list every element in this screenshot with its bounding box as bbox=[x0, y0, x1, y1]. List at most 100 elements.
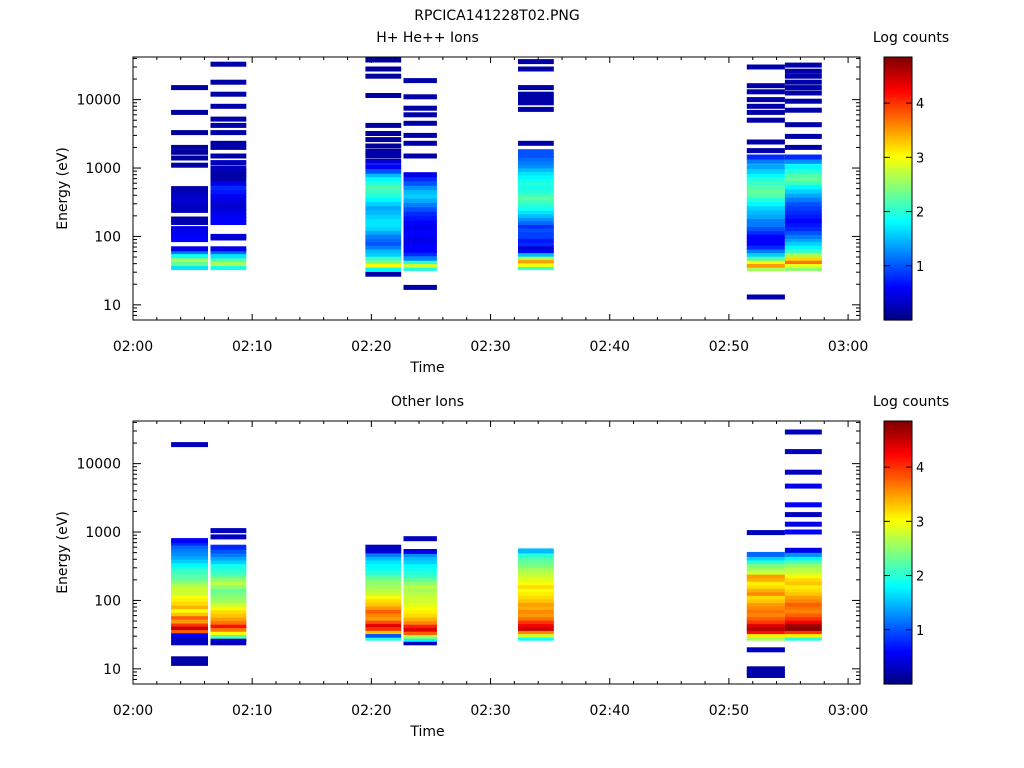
colorbar-segment bbox=[884, 149, 912, 152]
colorbar-tick-label: 2 bbox=[916, 206, 924, 221]
colorbar-segment bbox=[884, 646, 912, 650]
colorbar-segment bbox=[884, 276, 912, 279]
heatmap-cell bbox=[403, 255, 437, 261]
heatmap-cell bbox=[365, 158, 402, 164]
colorbar-segment bbox=[884, 155, 912, 159]
colorbar-segment bbox=[884, 289, 912, 293]
y-tick-label: 100 bbox=[94, 593, 121, 609]
heatmap-cell bbox=[746, 604, 785, 610]
colorbar-segment bbox=[884, 263, 912, 266]
heatmap-cell bbox=[365, 629, 402, 635]
heatmap-cell bbox=[403, 630, 437, 635]
heatmap-cell bbox=[518, 635, 554, 641]
heatmap-cell bbox=[171, 614, 208, 620]
colorbar-tick-label: 2 bbox=[916, 570, 924, 585]
heatmap-cell bbox=[746, 587, 785, 593]
heatmap-cell bbox=[365, 226, 402, 232]
heatmap-cell bbox=[784, 68, 822, 74]
heatmap-cell bbox=[784, 209, 822, 215]
colorbar-tick-label: 1 bbox=[916, 260, 924, 275]
colorbar-segment bbox=[884, 458, 912, 462]
heatmap-cell bbox=[518, 66, 554, 72]
heatmap-cell bbox=[746, 240, 785, 246]
colorbar-label: Log counts bbox=[873, 30, 949, 46]
heatmap-cell bbox=[403, 623, 437, 628]
colorbar-segment bbox=[884, 534, 912, 538]
heatmap-cell bbox=[403, 153, 437, 159]
heatmap-cell bbox=[746, 180, 785, 186]
heatmap-cell bbox=[784, 569, 822, 575]
colorbar-segment bbox=[884, 111, 912, 115]
heatmap-cell bbox=[171, 231, 208, 237]
colorbar-segment bbox=[884, 442, 912, 446]
heatmap-cell bbox=[171, 572, 208, 578]
colorbar-segment bbox=[884, 157, 912, 161]
colorbar-segment bbox=[884, 453, 912, 457]
heatmap-cell bbox=[210, 249, 247, 255]
heatmap-cell bbox=[403, 587, 437, 593]
heatmap-cell bbox=[365, 172, 402, 178]
heatmap-cell bbox=[365, 612, 402, 618]
colorbar-segment bbox=[884, 153, 912, 157]
heatmap-cell bbox=[518, 152, 554, 158]
spectrogram-column bbox=[403, 536, 437, 646]
heatmap-cell bbox=[518, 198, 554, 204]
heatmap-cell bbox=[403, 176, 437, 182]
x-tick-label: 02:40 bbox=[590, 703, 630, 719]
colorbar-segment bbox=[884, 611, 912, 615]
heatmap-cell bbox=[746, 573, 785, 579]
heatmap-cell bbox=[365, 562, 402, 568]
heatmap-cell bbox=[171, 198, 208, 204]
heatmap-cell bbox=[518, 140, 554, 146]
colorbar-segment bbox=[884, 278, 912, 282]
colorbar-segment bbox=[884, 445, 912, 448]
heatmap-cell bbox=[746, 594, 785, 600]
heatmap-cell bbox=[365, 214, 402, 220]
heatmap-cell bbox=[784, 172, 822, 178]
heatmap-cell bbox=[210, 176, 247, 182]
heatmap-cell bbox=[210, 205, 247, 211]
heatmap-cell bbox=[365, 566, 402, 572]
heatmap-cell bbox=[403, 132, 437, 138]
colorbar-segment bbox=[884, 166, 912, 170]
colorbar-segment bbox=[884, 567, 912, 571]
heatmap-cell bbox=[210, 528, 247, 534]
heatmap-cell bbox=[210, 172, 247, 178]
colorbar-segment bbox=[884, 81, 912, 84]
heatmap-cell bbox=[518, 258, 554, 264]
heatmap-cell bbox=[403, 259, 437, 264]
heatmap-cell bbox=[403, 580, 437, 586]
heatmap-cell bbox=[403, 120, 437, 126]
heatmap-cell bbox=[365, 559, 402, 564]
heatmap-cell bbox=[746, 555, 785, 561]
heatmap-cell bbox=[171, 249, 208, 255]
heatmap-cell bbox=[210, 566, 247, 572]
colorbar-tick-label: 3 bbox=[916, 515, 924, 530]
colorbar-segment bbox=[884, 620, 912, 624]
heatmap-cell bbox=[171, 201, 208, 207]
heatmap-cell bbox=[403, 549, 437, 554]
heatmap-cell bbox=[784, 233, 822, 239]
colorbar-segment bbox=[884, 559, 912, 562]
colorbar-segment bbox=[884, 497, 912, 501]
colorbar-segment bbox=[884, 63, 912, 67]
heatmap-cell bbox=[365, 233, 402, 239]
heatmap-cell bbox=[210, 569, 247, 575]
colorbar-segment bbox=[884, 421, 912, 424]
heatmap-cell bbox=[171, 628, 208, 634]
heatmap-cell bbox=[365, 57, 402, 63]
heatmap-cell bbox=[403, 215, 437, 221]
heatmap-cell bbox=[784, 168, 822, 174]
x-tick-label: 02:20 bbox=[351, 703, 391, 719]
heatmap-cell bbox=[171, 575, 208, 581]
heatmap-cell bbox=[784, 615, 822, 621]
colorbar-segment bbox=[884, 510, 912, 514]
colorbar-segment bbox=[884, 260, 912, 264]
heatmap-cell bbox=[365, 615, 402, 621]
heatmap-cell bbox=[784, 601, 822, 607]
heatmap-cell bbox=[403, 636, 437, 642]
heatmap-cell bbox=[171, 635, 208, 641]
colorbar-frame bbox=[883, 420, 913, 685]
